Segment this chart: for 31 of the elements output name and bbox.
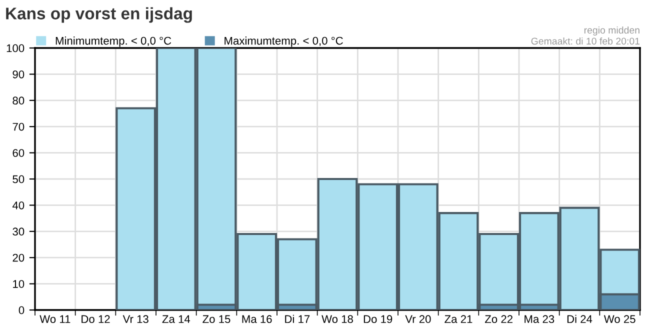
x-tick-label: Ma 23 [524, 315, 554, 324]
y-tick-label: 60 [12, 149, 24, 157]
x-tick-label: Vr 20 [405, 315, 431, 324]
y-tick-label: 80 [12, 96, 24, 105]
x-tick-label: Wo 11 [40, 315, 70, 324]
x-tick-label: Wo 18 [322, 315, 353, 324]
legend-label: Maximumtemp. < 0,0 °C [224, 36, 343, 47]
y-tick-label: 30 [12, 228, 24, 236]
y-tick-label: 100 [6, 44, 24, 52]
x-tick-label: Ma 16 [242, 315, 272, 324]
y-tick-label: 40 [12, 201, 24, 210]
x-tick-label: Di 24 [567, 314, 592, 323]
text: regio midden [584, 26, 640, 36]
x-tick-label: Do 12 [82, 315, 110, 324]
y-tick-label: 10 [13, 280, 24, 288]
text: Gemaakt: di 10 feb 20:01 [531, 37, 640, 45]
x-tick-label: Zo 15 [202, 315, 230, 324]
chart-title: Kans op vorst en ijsdag [6, 7, 192, 23]
x-tick-label: Di 17 [285, 314, 310, 323]
x-tick-label: Vr 13 [122, 315, 148, 324]
y-tick-label: 0 [18, 306, 24, 314]
x-tick-label: Za 21 [444, 315, 472, 324]
x-tick-label: Do 19 [364, 315, 392, 324]
y-tick-label: 50 [12, 175, 24, 184]
y-tick-label: 90 [12, 70, 24, 78]
x-tick-label: Za 14 [162, 315, 190, 324]
x-tick-label: Zo 22 [484, 315, 512, 324]
legend-label: Minimumtemp. < 0,0 °C [56, 36, 172, 47]
y-tick-label: 20 [12, 254, 24, 262]
y-tick-label: 70 [12, 122, 24, 131]
x-tick-label: Wo 25 [604, 315, 636, 324]
